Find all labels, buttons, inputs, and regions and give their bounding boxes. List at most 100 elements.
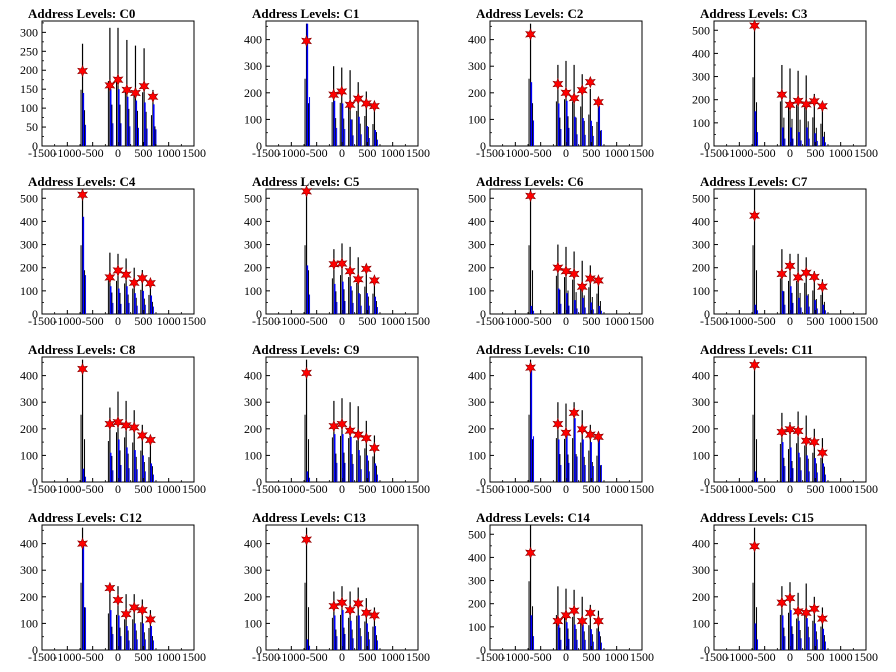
peak-star-marker bbox=[130, 86, 141, 100]
peak-star-marker bbox=[584, 75, 596, 89]
peak-star-marker bbox=[784, 259, 796, 273]
peak-star-marker bbox=[336, 596, 348, 609]
chart-title: Address Levels: C8 bbox=[28, 342, 136, 357]
x-tick-label: 1000 bbox=[605, 482, 629, 496]
x-tick-label: 500 bbox=[582, 650, 600, 664]
y-tick-label: 200 bbox=[468, 261, 486, 275]
peak-star-marker bbox=[344, 98, 356, 112]
x-tick-label: 1000 bbox=[605, 146, 629, 160]
chart-title: Address Levels: C6 bbox=[476, 174, 584, 189]
y-tick-label: 250 bbox=[20, 44, 38, 58]
y-tick-label: 300 bbox=[468, 395, 486, 409]
peak-star-marker bbox=[368, 441, 380, 455]
x-tick-label: 500 bbox=[582, 482, 600, 496]
peak-star-marker bbox=[560, 608, 572, 622]
y-tick-label: 400 bbox=[244, 537, 262, 551]
x-tick-label: 1500 bbox=[630, 482, 654, 496]
peak-star-marker bbox=[128, 601, 140, 614]
peak-star-marker bbox=[112, 73, 124, 87]
x-tick-label: -1000 bbox=[277, 650, 305, 664]
peak-star-marker bbox=[301, 366, 313, 380]
y-tick-label: 200 bbox=[692, 422, 710, 436]
x-tick-label: 1500 bbox=[406, 146, 430, 160]
peak-star-marker bbox=[808, 602, 820, 616]
peak-star-marker bbox=[77, 362, 89, 376]
chart-svg: Address Levels: C0 0 50 100 150 200 250 300 -150… bbox=[20, 6, 206, 160]
x-tick-label: 1500 bbox=[854, 650, 878, 664]
y-tick-label: 100 bbox=[20, 448, 38, 462]
chart-title: Address Levels: C4 bbox=[28, 174, 136, 189]
chart-svg: Address Levels: C10 0 100 200 300 400 -1500-10… bbox=[468, 342, 654, 496]
chart-title: Address Levels: C0 bbox=[28, 6, 135, 21]
x-tick-label: -1000 bbox=[53, 650, 81, 664]
peak-star-marker bbox=[360, 431, 372, 445]
x-tick-label: 1500 bbox=[630, 314, 654, 328]
peak-star-marker bbox=[301, 185, 313, 198]
x-tick-label: 0 bbox=[339, 314, 345, 328]
peak-star-marker bbox=[352, 428, 364, 441]
x-tick-label: 500 bbox=[582, 314, 600, 328]
x-tick-label: -1000 bbox=[725, 482, 753, 496]
y-tick-label: 300 bbox=[20, 563, 38, 577]
x-tick-label: -500 bbox=[306, 146, 328, 160]
peak-star-marker bbox=[584, 428, 596, 441]
x-tick-label: 500 bbox=[134, 482, 152, 496]
x-tick-label: -1500 bbox=[28, 482, 56, 496]
x-tick-label: -500 bbox=[306, 650, 328, 664]
x-tick-label: -1500 bbox=[252, 146, 280, 160]
x-tick-label: -1000 bbox=[53, 314, 81, 328]
peak-star-marker bbox=[776, 267, 788, 281]
y-tick-label: 400 bbox=[692, 537, 710, 551]
y-tick-label: 0 bbox=[256, 139, 262, 153]
x-tick-label: 1000 bbox=[381, 146, 405, 160]
y-tick-label: 300 bbox=[468, 59, 486, 73]
x-tick-label: -500 bbox=[306, 314, 328, 328]
y-tick-label: 300 bbox=[20, 395, 38, 409]
y-tick-label: 300 bbox=[244, 563, 262, 577]
x-tick-label: -500 bbox=[754, 146, 776, 160]
x-tick-label: -500 bbox=[754, 314, 776, 328]
x-tick-label: -1500 bbox=[28, 650, 56, 664]
x-tick-label: 1500 bbox=[406, 482, 430, 496]
y-tick-label: 400 bbox=[20, 537, 38, 551]
chart-panel: Address Levels: C5 0 100 200 300 400 500 -1500-… bbox=[224, 168, 448, 336]
peak-star-marker bbox=[749, 19, 761, 32]
x-tick-label: 1500 bbox=[854, 314, 878, 328]
peak-star-marker bbox=[560, 86, 572, 100]
peak-star-marker bbox=[344, 603, 356, 617]
y-tick-label: 200 bbox=[20, 63, 38, 77]
x-tick-label: 1000 bbox=[381, 314, 405, 328]
y-tick-label: 500 bbox=[468, 527, 486, 541]
peak-star-marker bbox=[525, 27, 537, 41]
peak-star-marker bbox=[336, 417, 348, 431]
chart-panel: Address Levels: C11 0 100 200 300 400 -1500 -10… bbox=[672, 336, 896, 504]
x-tick-label: 0 bbox=[339, 482, 345, 496]
chart-svg: Address Levels: C40100200300400500-1500-… bbox=[20, 174, 206, 328]
y-tick-label: 150 bbox=[20, 82, 38, 96]
x-tick-label: 1000 bbox=[829, 482, 853, 496]
y-tick-label: 300 bbox=[468, 574, 486, 588]
x-tick-label: -1000 bbox=[501, 482, 529, 496]
peak-star-marker bbox=[336, 85, 348, 98]
y-tick-label: 200 bbox=[244, 590, 262, 604]
x-tick-label: -1500 bbox=[700, 314, 728, 328]
x-tick-label: -500 bbox=[754, 650, 776, 664]
peak-star-marker bbox=[552, 77, 564, 91]
x-tick-label: 0 bbox=[563, 146, 569, 160]
chart-title: Address Levels: C14 bbox=[476, 510, 590, 525]
x-tick-label: -500 bbox=[82, 482, 104, 496]
x-tick-label: -500 bbox=[530, 314, 552, 328]
y-tick-label: 300 bbox=[692, 563, 710, 577]
peak-star-marker bbox=[360, 262, 372, 276]
x-tick-label: 1000 bbox=[829, 146, 853, 160]
chart-svg: Address Levels: C9 0 100 200 300 400 -1500-100… bbox=[244, 342, 430, 496]
x-tick-label: 1500 bbox=[854, 482, 878, 496]
peak-star-marker bbox=[352, 92, 364, 105]
y-tick-label: 100 bbox=[692, 284, 710, 298]
y-tick-label: 500 bbox=[244, 191, 262, 205]
y-tick-label: 200 bbox=[20, 422, 38, 436]
x-tick-label: 0 bbox=[115, 482, 121, 496]
x-tick-label: -1500 bbox=[476, 314, 504, 328]
y-tick-label: 0 bbox=[256, 475, 262, 489]
chart-svg: Address Levels: C2 0 100 200 300 400 -1500-100… bbox=[468, 6, 654, 160]
